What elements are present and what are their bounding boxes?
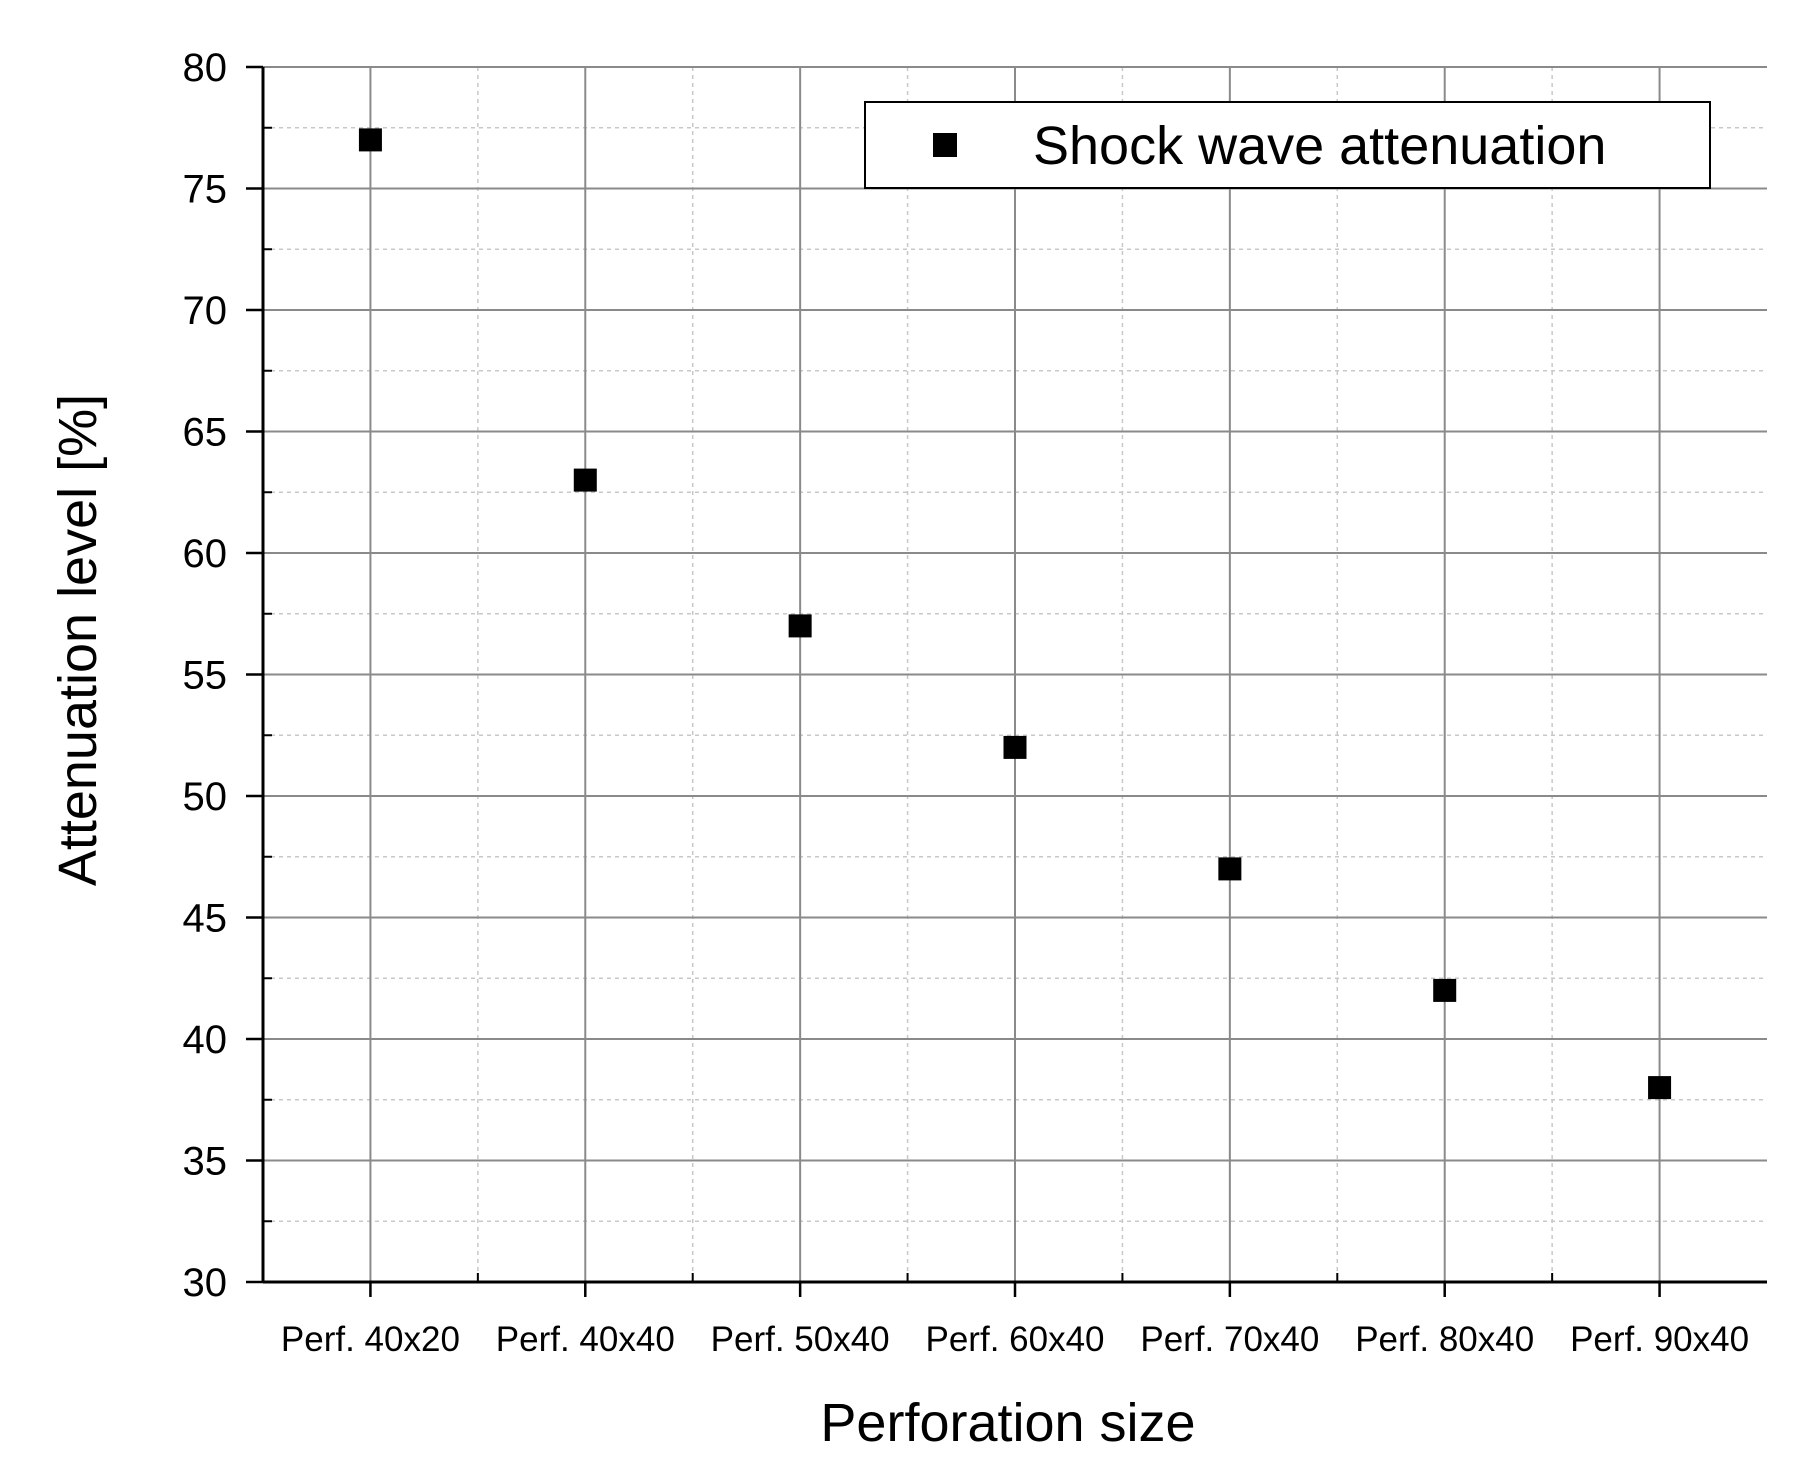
x-tick-label: Perf. 40x40 xyxy=(496,1320,675,1359)
y-tick-label: 30 xyxy=(183,1261,228,1305)
x-tick-label: Perf. 80x40 xyxy=(1355,1320,1534,1359)
data-point xyxy=(573,468,597,492)
legend-label: Shock wave attenuation xyxy=(1033,116,1606,176)
y-tick-label: 45 xyxy=(183,897,228,941)
x-tick-label: Perf. 90x40 xyxy=(1570,1320,1749,1359)
y-tick-label: 60 xyxy=(183,532,228,576)
legend: Shock wave attenuation xyxy=(864,101,1711,189)
y-tick-label: 70 xyxy=(183,289,228,333)
y-tick-labels: 30 35 40 45 50 55 60 65 70 75 80 xyxy=(183,46,228,1305)
y-tick-label: 40 xyxy=(183,1018,228,1062)
data-point xyxy=(1433,978,1457,1002)
data-point xyxy=(1648,1076,1672,1100)
data-point xyxy=(1003,735,1027,759)
x-tick-label: Perf. 70x40 xyxy=(1140,1320,1319,1359)
data-point xyxy=(1218,857,1242,881)
x-tick-label: Perf. 50x40 xyxy=(711,1320,890,1359)
data-point xyxy=(788,614,812,638)
data-points xyxy=(358,128,1672,1100)
y-tick-label: 65 xyxy=(183,411,228,455)
y-tick-label: 35 xyxy=(183,1140,228,1184)
x-tick-label: Perf. 60x40 xyxy=(926,1320,1105,1359)
y-tick-label: 80 xyxy=(183,46,228,90)
y-tick-label: 55 xyxy=(183,654,228,698)
y-tick-label: 50 xyxy=(183,775,228,819)
x-tick-label: Perf. 40x20 xyxy=(281,1320,460,1359)
legend-marker-square xyxy=(933,133,957,157)
x-tick-labels: Perf. 40x20 Perf. 40x40 Perf. 50x40 Perf. 6… xyxy=(281,1320,1749,1359)
y-axis-title: Attenuation level [%] xyxy=(48,394,108,886)
x-axis-title: Perforation size xyxy=(820,1393,1195,1453)
data-point xyxy=(358,128,382,152)
legend-box xyxy=(864,101,1711,189)
y-tick-label: 75 xyxy=(183,168,228,212)
axes xyxy=(246,65,1767,1297)
